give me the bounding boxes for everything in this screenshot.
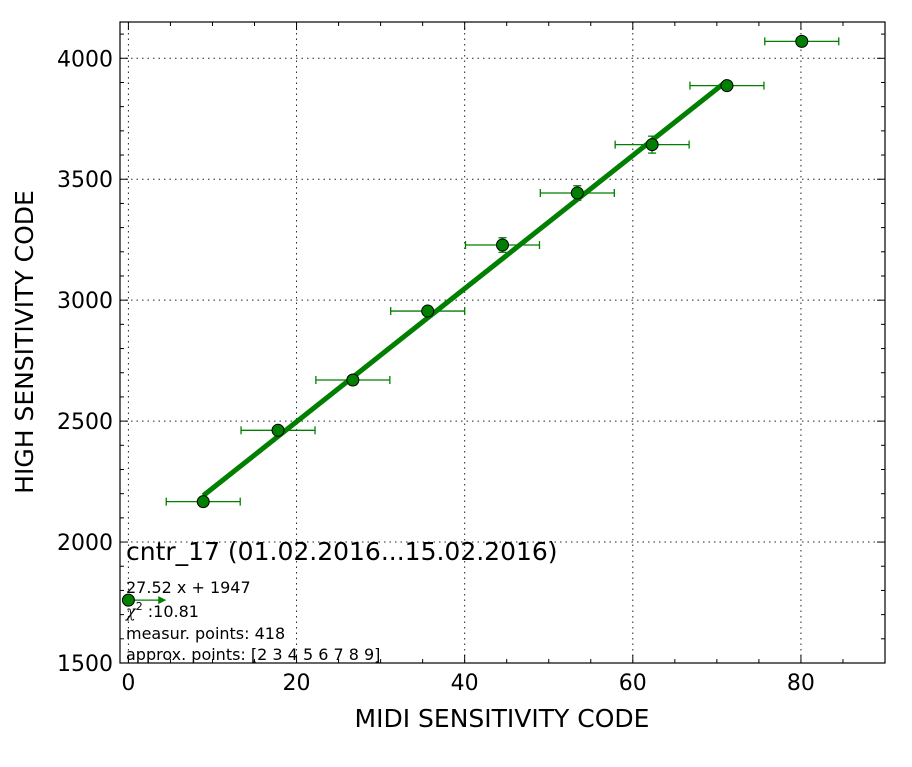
x-tick-label: 60 [619, 671, 647, 696]
chi2-label: χ2 :10.81 [125, 600, 199, 621]
x-axis-title: MIDI SENSITIVITY CODE [355, 704, 650, 733]
chart-title: cntr_17 (01.02.2016...15.02.2016) [126, 537, 558, 566]
grid [120, 22, 885, 663]
data-point [271, 423, 285, 437]
tick-labels: 0 20 40 60 80 1500 2000 2500 3000 3500 4000 [57, 47, 815, 696]
point-layer [121, 34, 809, 607]
x-tick-label: 40 [451, 671, 479, 696]
y-axis-title: HIGH SENSITIVITY CODE [10, 190, 39, 494]
chi2-value: :10.81 [143, 602, 199, 621]
data-point [570, 186, 584, 200]
y-tick-label: 4000 [57, 47, 113, 72]
y-tick-label: 2500 [57, 410, 113, 435]
data-point [196, 495, 210, 509]
data-point [720, 79, 734, 93]
chi2-exponent: 2 [136, 600, 143, 613]
y-tick-label: 2000 [57, 531, 113, 556]
data-point [346, 373, 360, 387]
y-tick-label: 1500 [57, 652, 113, 677]
data-point [496, 238, 509, 252]
measur-points: measur. points: 418 [126, 624, 285, 643]
data-point [795, 34, 809, 48]
data-point [421, 304, 435, 318]
x-tick-label: 20 [283, 671, 311, 696]
y-tick-label: 3500 [57, 168, 113, 193]
chi2-symbol: χ [125, 602, 137, 621]
limit-arrow-head [158, 596, 167, 605]
data-point [121, 593, 135, 607]
x-tick-label: 0 [121, 671, 135, 696]
plot-frame [119, 21, 886, 664]
fit-layer [201, 78, 729, 498]
x-tick-label: 80 [787, 671, 815, 696]
data-point [645, 138, 659, 152]
y-tick-label: 3000 [57, 289, 113, 314]
approx-points: approx. points: [2 3 4 5 6 7 8 9] [126, 645, 380, 664]
fit-equation: 27.52 x + 1947 [126, 578, 251, 597]
minor-ticks [120, 22, 885, 663]
fit-line [201, 78, 729, 498]
